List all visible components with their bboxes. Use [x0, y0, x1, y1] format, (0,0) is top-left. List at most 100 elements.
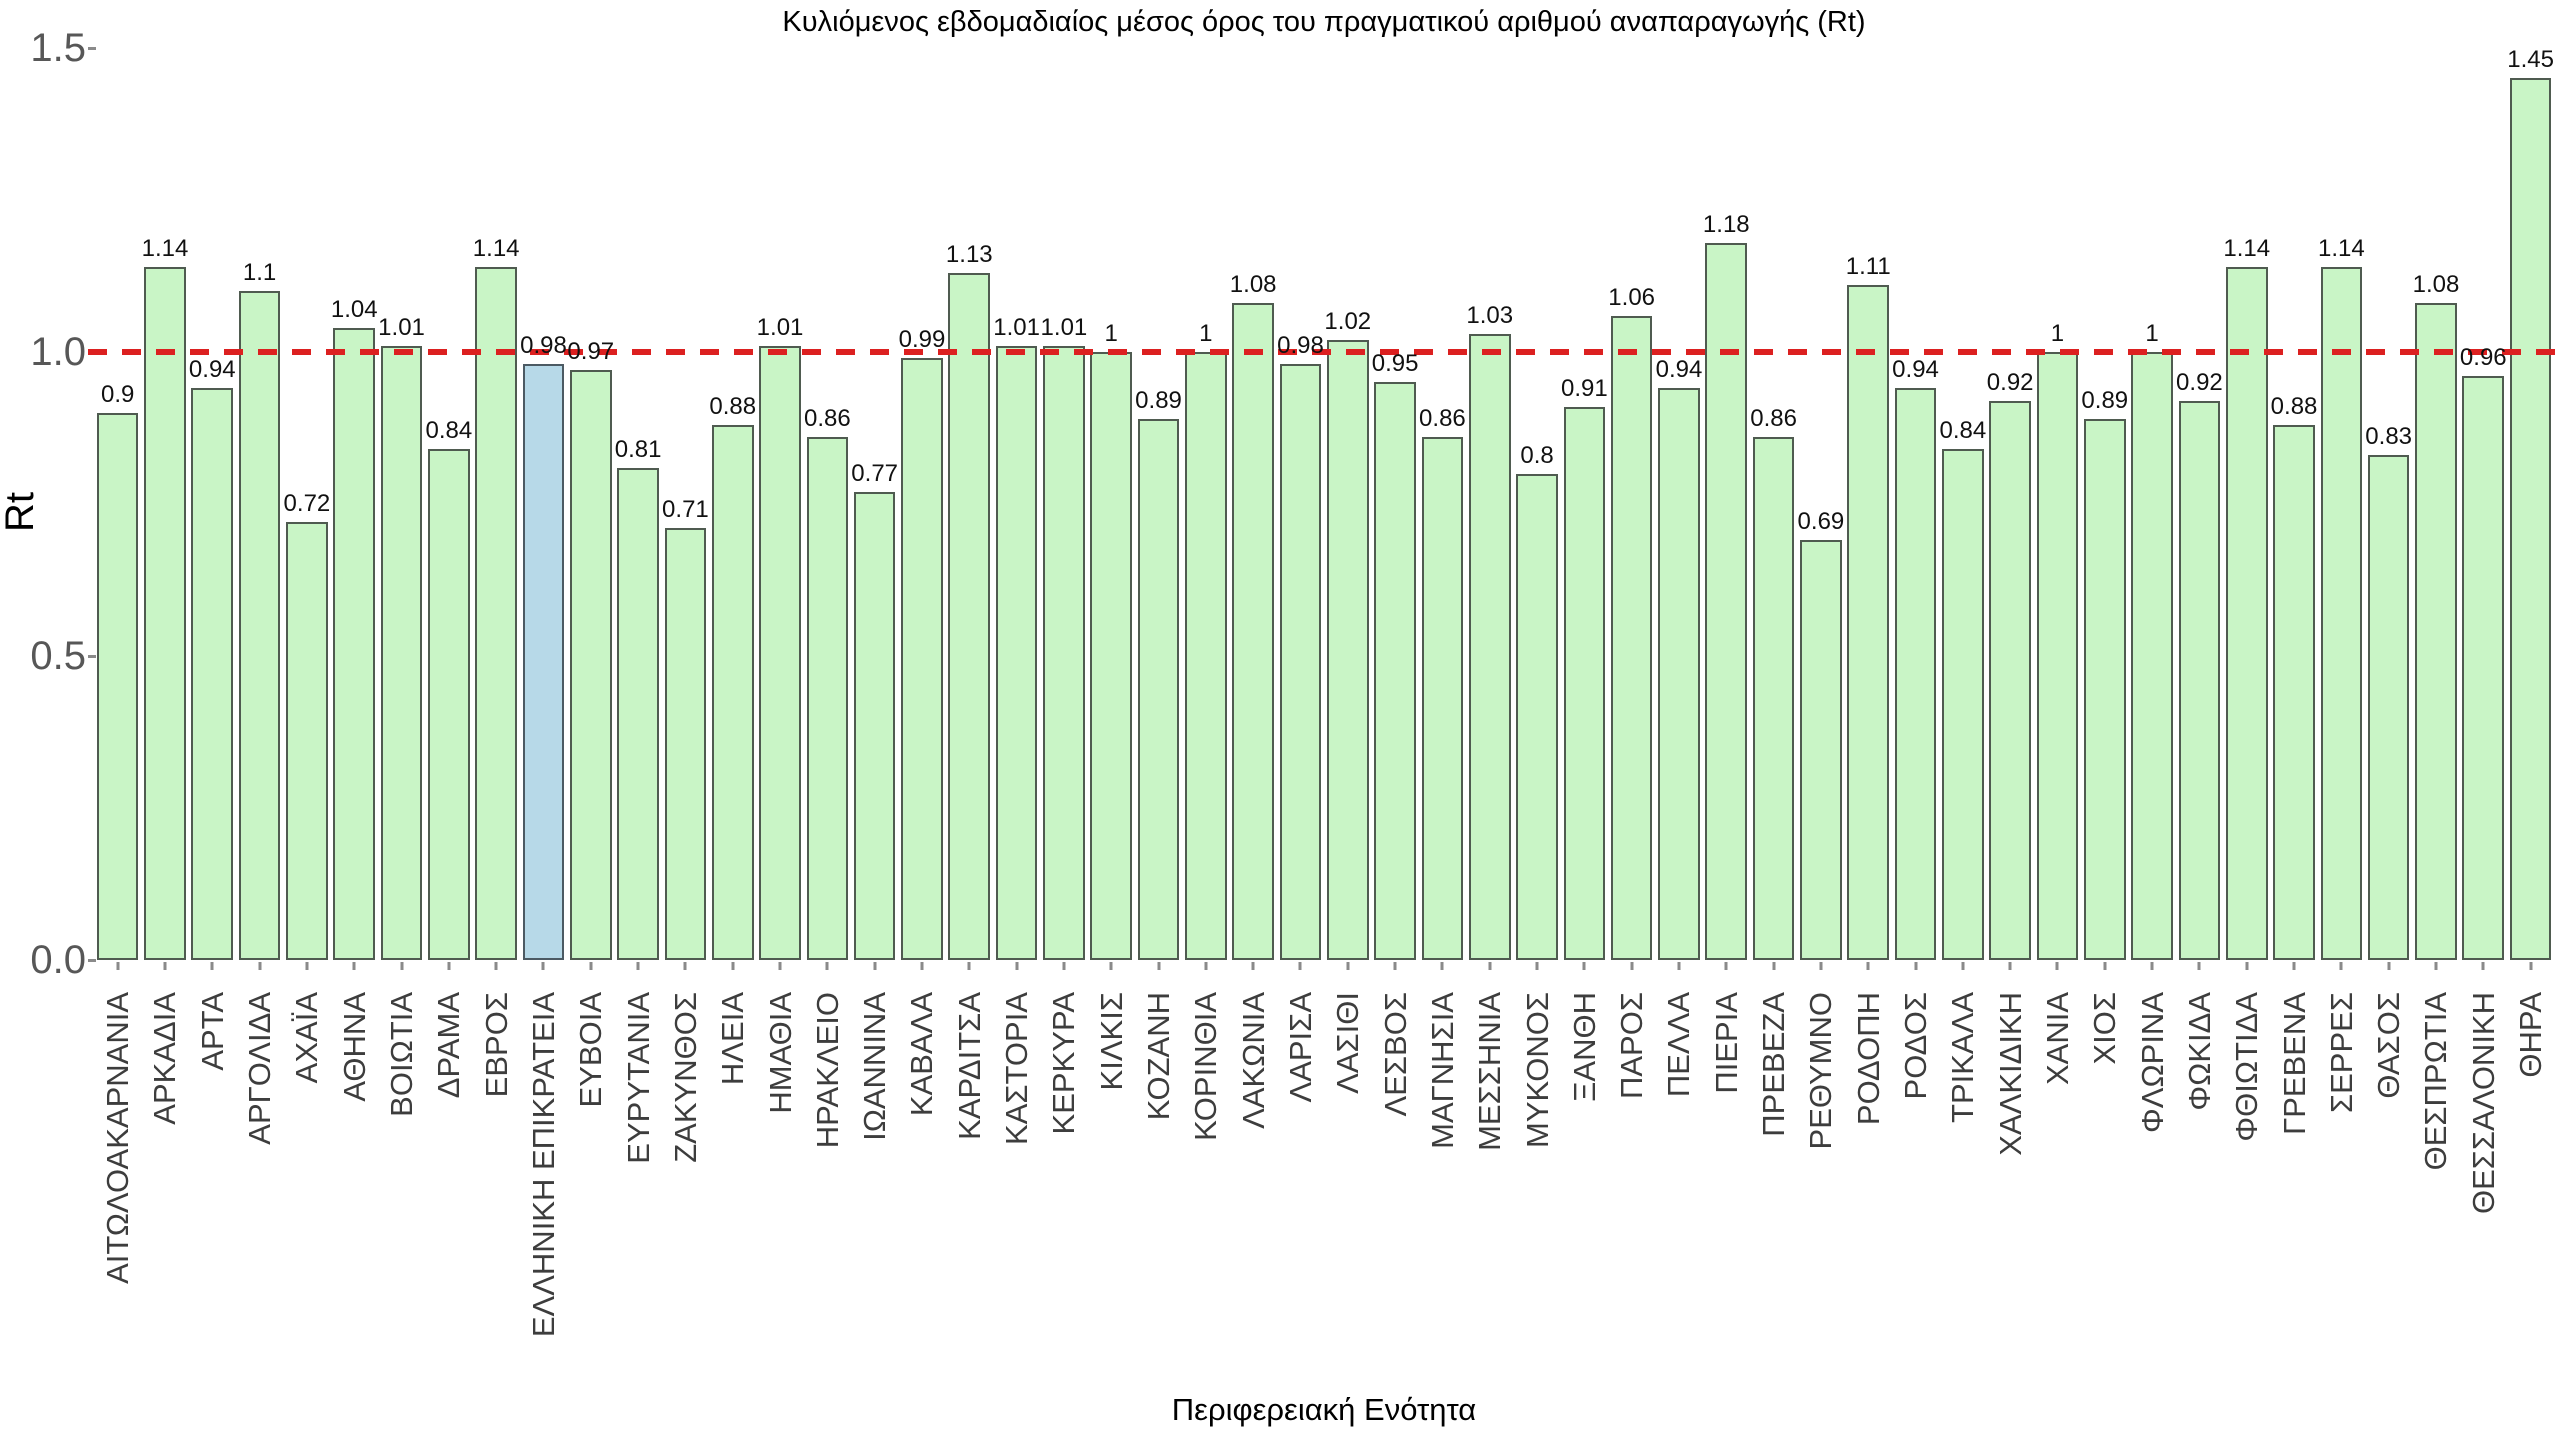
- bar-value-label: 0.89: [1135, 386, 1182, 414]
- y-axis-tick-label: 1.0: [30, 330, 86, 374]
- x-axis-cell: ΕΥΒΟΙΑ: [567, 960, 614, 1380]
- x-axis-cell: ΑΡΚΑΔΙΑ: [141, 960, 188, 1380]
- x-axis-cell: ΛΑΚΩΝΙΑ: [1230, 960, 1277, 1380]
- bar-group: 1.13: [946, 48, 993, 960]
- x-axis-tick-mark: [2481, 962, 2485, 970]
- x-axis-tick-mark: [1298, 962, 1302, 970]
- x-axis-tick-mark: [731, 962, 735, 970]
- x-axis-tick-mark: [1015, 962, 1019, 970]
- x-axis-tick-label: ΡΟΔΟΣ: [1898, 992, 1934, 1100]
- x-axis-tick-label: ΞΑΝΘΗ: [1566, 992, 1602, 1102]
- bar-value-label: 0.98: [1277, 332, 1324, 360]
- x-axis-tick-mark: [494, 962, 498, 970]
- x-axis-cell: ΚΑΒΑΛΑ: [898, 960, 945, 1380]
- x-axis-tick-mark: [1914, 962, 1918, 970]
- x-axis-tick-mark: [163, 962, 167, 970]
- bar: [901, 358, 943, 960]
- bar-value-label: 0.72: [283, 490, 331, 518]
- bar-group: 0.92: [1987, 48, 2034, 960]
- bar-group: 1: [2034, 48, 2081, 960]
- x-axis-tick-mark: [2008, 962, 2012, 970]
- x-axis-cell: ΗΡΑΚΛΕΙΟ: [804, 960, 851, 1380]
- bar-group: 0.99: [898, 48, 945, 960]
- bar-group: 0.81: [614, 48, 661, 960]
- plot-area: 0.9 1.14 0.94 1.1 0.72 1.04 1.01 0.84 1.14 0.98 0.…: [94, 46, 2554, 960]
- bar-value-label: 1.01: [756, 313, 804, 341]
- bar: [1942, 449, 1984, 960]
- bar-group: 0.77: [851, 48, 898, 960]
- bar-value-label: 0.69: [1797, 508, 1845, 536]
- x-axis-cell: ΣΕΡΡΕΣ: [2318, 960, 2365, 1380]
- x-axis-tick-mark: [920, 962, 924, 970]
- x-axis-tick-mark: [541, 962, 545, 970]
- x-axis-cell: ΠΕΛΛΑ: [1655, 960, 1702, 1380]
- bar: [1658, 388, 1700, 960]
- bar: [1137, 418, 1180, 960]
- bar-value-label: 1.14: [141, 234, 189, 262]
- x-axis-tick-mark: [1346, 962, 1350, 970]
- x-axis-tick-label: ΜΥΚΟΝΟΣ: [1519, 992, 1555, 1148]
- bar-value-label: 0.91: [1560, 374, 1608, 402]
- x-axis-cell: ΙΩΑΝΝΙΝΑ: [851, 960, 898, 1380]
- x-axis-cell: ΠΡΕΒΕΖΑ: [1750, 960, 1797, 1380]
- x-axis-tick-label: ΛΑΚΩΝΙΑ: [1235, 992, 1271, 1129]
- x-axis-tick-label: ΗΛΕΙΑ: [715, 992, 751, 1086]
- x-axis-cell: ΑΡΤΑ: [189, 960, 236, 1380]
- bar-group: 0.92: [2176, 48, 2223, 960]
- x-axis-tick-mark: [1724, 962, 1728, 970]
- bar-group: 1.01: [1040, 48, 1087, 960]
- x-axis-tick-label: ΕΥΡΥΤΑΝΙΑ: [620, 992, 656, 1164]
- x-axis-cell: ΦΘΙΩΤΙΔΑ: [2223, 960, 2270, 1380]
- x-axis-tick-mark: [1393, 962, 1397, 970]
- x-axis-tick-mark: [2434, 962, 2438, 970]
- bar: [948, 272, 991, 960]
- bar: [1610, 315, 1653, 960]
- bar-group: 0.94: [189, 48, 236, 960]
- bar: [1894, 388, 1937, 960]
- x-axis-tick-mark: [1535, 962, 1539, 970]
- x-axis-cell: ΒΟΙΩΤΙΑ: [378, 960, 425, 1380]
- bar-value-label: 0.86: [1419, 405, 1466, 433]
- x-axis-tick-label: ΣΕΡΡΕΣ: [2323, 992, 2359, 1114]
- bar: [144, 266, 186, 960]
- x-axis-tick-label: ΒΟΙΩΤΙΑ: [384, 992, 420, 1117]
- bar-value-label: 0.94: [188, 356, 236, 384]
- bar: [1800, 540, 1842, 960]
- x-axis-tick-label: ΘΕΣΣΑΛΟΝΙΚΗ: [2465, 992, 2501, 1215]
- bar: [1043, 345, 1085, 960]
- x-axis-tick-label: ΕΛΛΗΝΙΚΗ ΕΠΙΚΡΑΤΕΙΑ: [525, 992, 561, 1338]
- bar: [1516, 473, 1558, 960]
- bar-group: 0.86: [1750, 48, 1797, 960]
- bar-group: 0.95: [1371, 48, 1418, 960]
- bar-group: 0.84: [1939, 48, 1986, 960]
- bar-value-label: 1.08: [2412, 271, 2460, 299]
- bar-group: 1.14: [2223, 48, 2270, 960]
- x-axis-tick-mark: [2055, 962, 2059, 970]
- bar: [1090, 352, 1133, 960]
- bar-value-label: 0.95: [1371, 350, 1419, 378]
- bar-value-label: 0.99: [898, 326, 946, 354]
- x-axis-cell: ΧΑΛΚΙΔΙΚΗ: [1987, 960, 2034, 1380]
- x-axis-tick-label: ΑΙΤΩΛΟΑΚΑΡΝΑΝΙΑ: [100, 992, 136, 1284]
- x-axis-cell: ΦΩΚΙΔΑ: [2176, 960, 2223, 1380]
- y-axis-tick-mark: [88, 959, 96, 962]
- x-axis-tick-label: ΤΡΙΚΑΛΑ: [1945, 992, 1981, 1123]
- bar-group: 0.84: [425, 48, 472, 960]
- bar-highlight: [522, 364, 565, 960]
- bar: [2225, 266, 2268, 960]
- x-axis-cell: ΦΛΩΡΙΝΑ: [2128, 960, 2175, 1380]
- bar: [2178, 400, 2221, 960]
- x-axis-tick-mark: [2339, 962, 2343, 970]
- bar-group: 1: [1088, 48, 1135, 960]
- bar-value-label: 1.1: [242, 259, 277, 287]
- bar-group: 0.83: [2365, 48, 2412, 960]
- x-axis-tick-mark: [1630, 962, 1634, 970]
- x-axis-tick-label: ΑΘΗΝΑ: [336, 992, 372, 1102]
- x-axis-cell: ΜΑΓΝΗΣΙΑ: [1419, 960, 1466, 1380]
- x-axis-tick-label: ΔΡΑΜΑ: [431, 992, 467, 1099]
- x-axis-cell: ΡΕΘΥΜΝΟ: [1797, 960, 1844, 1380]
- x-axis-tick-mark: [1772, 962, 1776, 970]
- bar-value-label: 0.92: [2176, 368, 2223, 396]
- y-axis-title: Rt: [0, 492, 42, 532]
